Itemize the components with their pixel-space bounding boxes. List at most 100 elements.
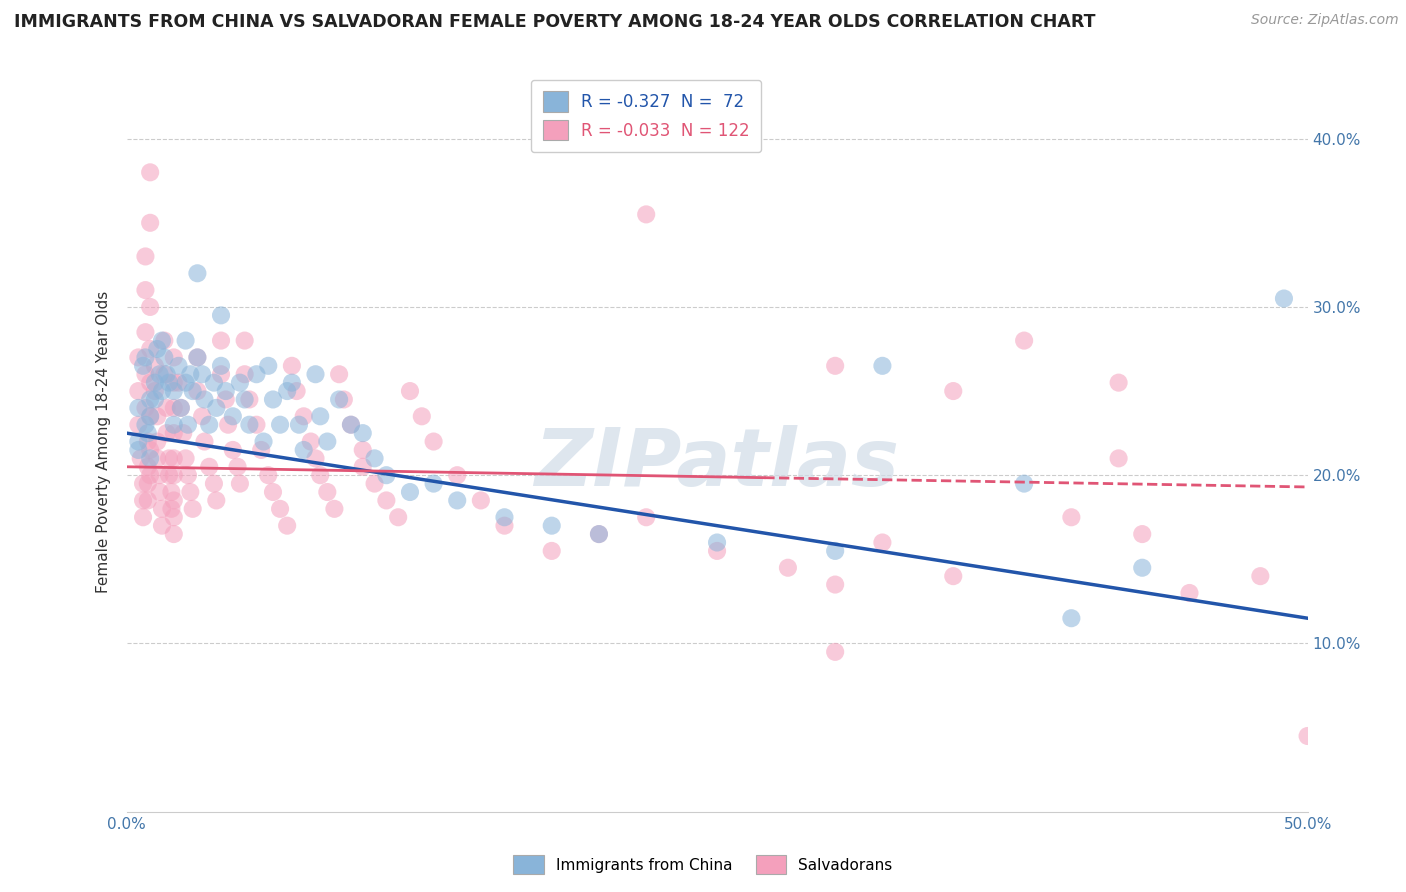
Point — [375, 468, 398, 483]
Point — [202, 476, 225, 491]
Point — [1012, 476, 1035, 491]
Point — [1272, 292, 1295, 306]
Point — [163, 451, 186, 466]
Point — [150, 384, 173, 398]
Point — [136, 476, 159, 491]
Point — [257, 359, 280, 373]
Point — [636, 207, 658, 221]
Point — [1108, 376, 1130, 390]
Point — [163, 401, 186, 415]
Point — [209, 359, 232, 373]
Point — [157, 376, 180, 390]
Point — [269, 501, 291, 516]
Point — [153, 368, 176, 382]
Point — [706, 535, 728, 549]
Point — [316, 485, 339, 500]
Point — [163, 426, 186, 441]
Point — [226, 459, 249, 474]
Point — [233, 334, 256, 348]
Point — [328, 392, 350, 407]
Point — [636, 510, 658, 524]
Point — [340, 417, 363, 432]
Point — [193, 434, 215, 449]
Point — [127, 384, 149, 398]
Point — [262, 392, 284, 407]
Point — [134, 283, 156, 297]
Point — [143, 384, 166, 398]
Point — [139, 300, 162, 314]
Point — [276, 384, 298, 398]
Point — [146, 409, 169, 424]
Point — [157, 451, 180, 466]
Point — [139, 376, 162, 390]
Point — [150, 518, 173, 533]
Point — [215, 384, 238, 398]
Point — [942, 384, 965, 398]
Point — [153, 351, 176, 365]
Point — [285, 384, 308, 398]
Legend: R = -0.327  N =  72, R = -0.033  N = 122: R = -0.327 N = 72, R = -0.033 N = 122 — [531, 79, 761, 152]
Point — [186, 351, 208, 365]
Point — [422, 476, 444, 491]
Point — [328, 368, 350, 382]
Point — [942, 569, 965, 583]
Point — [202, 376, 225, 390]
Point — [387, 510, 409, 524]
Point — [139, 342, 162, 356]
Point — [205, 401, 228, 415]
Point — [281, 376, 304, 390]
Point — [139, 451, 162, 466]
Point — [205, 493, 228, 508]
Point — [149, 368, 172, 382]
Point — [222, 409, 245, 424]
Point — [352, 426, 374, 441]
Point — [134, 417, 156, 432]
Point — [304, 451, 326, 466]
Point — [186, 384, 208, 398]
Point — [299, 434, 322, 449]
Point — [157, 468, 180, 483]
Point — [309, 468, 332, 483]
Point — [1296, 729, 1319, 743]
Point — [198, 459, 221, 474]
Point — [150, 501, 173, 516]
Point — [170, 401, 193, 415]
Point — [163, 417, 186, 432]
Point — [132, 510, 155, 524]
Point — [163, 510, 186, 524]
Point — [134, 351, 156, 365]
Point — [1130, 560, 1153, 574]
Point — [446, 468, 468, 483]
Point — [132, 359, 155, 373]
Point — [132, 476, 155, 491]
Point — [209, 309, 232, 323]
Text: IMMIGRANTS FROM CHINA VS SALVADORAN FEMALE POVERTY AMONG 18-24 YEAR OLDS CORRELA: IMMIGRANTS FROM CHINA VS SALVADORAN FEMA… — [14, 13, 1095, 31]
Point — [177, 417, 200, 432]
Point — [245, 417, 267, 432]
Point — [257, 468, 280, 483]
Point — [139, 409, 162, 424]
Point — [776, 560, 799, 574]
Point — [229, 376, 252, 390]
Point — [316, 434, 339, 449]
Point — [174, 376, 197, 390]
Point — [824, 544, 846, 558]
Point — [170, 401, 193, 415]
Point — [323, 501, 346, 516]
Point — [163, 527, 186, 541]
Text: ZIPatlas: ZIPatlas — [534, 425, 900, 503]
Point — [262, 485, 284, 500]
Point — [1108, 451, 1130, 466]
Point — [238, 417, 260, 432]
Point — [177, 468, 200, 483]
Point — [198, 417, 221, 432]
Point — [269, 417, 291, 432]
Point — [340, 417, 363, 432]
Point — [217, 417, 239, 432]
Point — [422, 434, 444, 449]
Point — [191, 368, 214, 382]
Point — [127, 417, 149, 432]
Point — [127, 401, 149, 415]
Point — [139, 392, 162, 407]
Point — [181, 384, 204, 398]
